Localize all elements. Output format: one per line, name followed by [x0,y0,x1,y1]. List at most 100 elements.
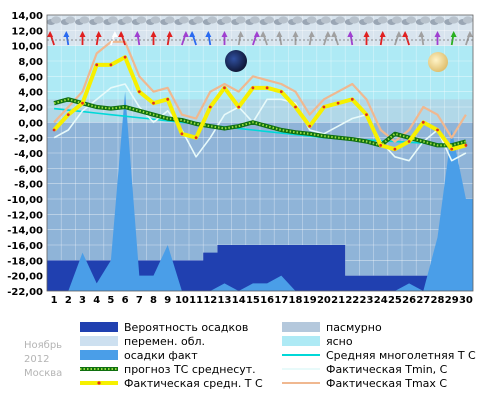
legend-item: Фактическая Tmax C [282,377,447,390]
y-tick-label: -4,00 [14,149,43,160]
legend-label: Фактическая средн. Т С [124,377,263,390]
wind-arrow-icon [308,31,315,46]
wind-arrow-head [166,31,173,37]
y-tick-label: -14,00 [7,226,43,237]
x-tick-label: 21 [331,295,345,306]
wind-arrow-head [260,31,267,37]
cloud-icon-part [377,16,388,24]
cloud-icon-part [107,16,118,24]
legend-item: пасмурно [282,321,382,334]
wind-arrow-head [79,31,86,37]
cloud-icon [146,16,161,25]
wind-arrow-icon [189,31,197,46]
mean-temp-point [137,90,141,94]
x-tick-label: 10 [175,295,189,306]
mean-temp-point [194,136,198,140]
y-tick-label: -22,00 [7,287,43,298]
legend-label: осадки факт [124,349,198,362]
mean-temp-point [180,132,184,136]
y-tick-label: 2,00 [18,103,43,114]
y-tick-label: 14,00 [11,11,43,22]
wind-arrow-icon [276,31,283,46]
legend-item: осадки факт [80,349,198,362]
mean-temp-point [436,128,439,132]
mean-temp-point [52,128,56,132]
series-прогноз ТС среднесут. [53,98,467,147]
cloud-icon [259,16,275,25]
wind-arrow-head [221,31,228,37]
series-Фактическая Tmin, С [53,83,467,162]
mean-temp-point [464,143,468,147]
wind-arrow-head [47,31,54,37]
x-tick-label: 16 [260,295,274,306]
wind-arrow-icon [363,31,370,45]
y-tick-label: -18,00 [7,256,43,267]
wind-arrow-head [331,31,338,37]
wind-arrow-head [434,31,441,37]
x-tick-label: 4 [93,295,100,306]
wind-arrow-head [308,31,315,37]
legend: Вероятность осадков пасмурно перемен. обл.… [80,321,476,390]
wind-arrow-head [150,31,157,37]
wind-arrow-icon [323,31,331,46]
y-tick-label: 12,00 [11,26,43,37]
wind-arrow-head [237,31,244,37]
wind-arrow-icon [347,31,354,46]
cloud-icon [75,16,90,25]
x-tick-label: 2 [65,295,72,306]
cloud-icon [415,16,431,25]
wind-arrow-icon [450,31,457,46]
wind-arrow-icon [434,31,441,45]
cloud-icon-part [363,16,374,24]
full-moon-icon [428,52,448,72]
cloud-icon [302,16,317,25]
mean-temp-point [166,97,170,101]
wind-arrow-head [134,31,141,37]
wind-arrow-head [395,31,402,37]
cloud-icon [430,16,445,25]
cloud-icon [160,16,175,25]
wind-arrow-icon [79,31,86,45]
cloud-icon-part [207,16,218,24]
wind-arrow-head [324,31,331,37]
legend-label: Фактическая Tmin, С [326,363,448,376]
cloud-icon-part [320,16,331,24]
legend-item: прогноз ТС среднесут. [80,363,256,376]
mean-temp-point [223,86,226,90]
wind-arrow-icon [394,31,402,46]
y-tick-label: 0,00 [18,118,43,129]
legend-label: Фактическая Tmax C [326,377,447,390]
cloud-icon [217,16,232,25]
cloud-icon [117,16,133,25]
cloud-icon-part [249,16,260,24]
y-tick-label: -6,00 [14,164,43,175]
legend-item: перемен. обл. [80,335,205,348]
cloud-icon-part [264,16,275,24]
cloud-icon [387,16,402,25]
wind-arrow-head [95,31,102,37]
cloud-icon-part [164,16,175,24]
legend-label: ясно [326,335,353,348]
mean-temp-point [379,143,383,147]
cloud-icon [60,16,76,25]
wind-arrow-icon [134,31,141,46]
y-tick-label: -16,00 [7,241,43,252]
legend-label: прогноз ТС среднесут. [124,363,256,376]
wind-arrow-head [205,31,212,37]
legend-swatch-dot [97,381,101,385]
legend-item: Средняя многолетняя Т С [282,349,476,362]
mean-temp-point [350,97,354,101]
legend-item: Фактическая Tmin, С [282,363,448,376]
mean-temp-point [279,90,283,94]
wind-arrow-icon [379,31,386,46]
wind-arrow-head [63,31,70,37]
cloud-icon [273,16,289,25]
cloud-icon [202,16,218,25]
legend-swatch [80,336,118,346]
cloud-icon-part [335,16,346,24]
cloud-icon [359,16,374,25]
mean-temp-point [265,86,269,90]
axes: 14,00 12,00 10,00 8,00 6,00 4,00 2,00 0,00 -2,00… [7,11,473,306]
cloud-icon-part [136,16,147,24]
cloud-icon [330,16,346,25]
